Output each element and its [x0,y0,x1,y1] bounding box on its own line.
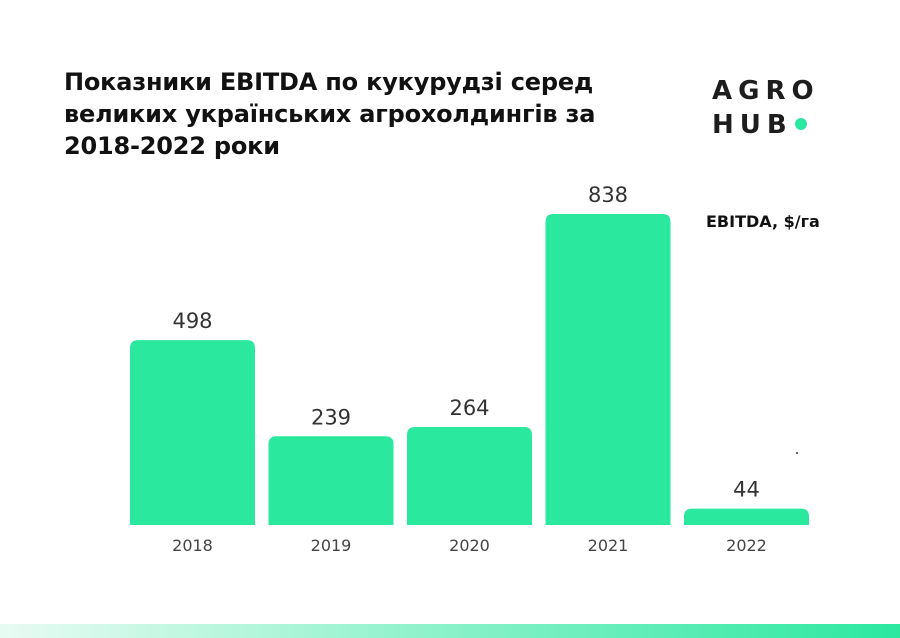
data-label-2019: 239 [311,405,351,429]
logo-dot-icon [794,117,807,130]
bar-2021 [545,214,671,525]
x-tick-2021: 2021 [588,536,629,555]
x-tick-2022: 2022 [726,536,767,555]
bottom-gradient-band [0,624,900,638]
y-axis-unit-label: EBITDA, $/га [706,212,820,231]
chart-title: Показники EBITDA по кукурудзі серед вели… [64,68,596,160]
ebitda-bar-chart: 498 2018 239 2019 264 2020 838 2021 44 2022 [130,183,809,555]
data-label-2021: 838 [588,183,628,207]
data-label-2018: 498 [172,309,212,333]
logo-line-2: HUB [712,108,820,142]
x-tick-2018: 2018 [172,536,213,555]
data-label-2022: 44 [733,478,760,502]
x-tick-2020: 2020 [449,536,490,555]
agrohub-logo: AGRO HUB [712,74,820,142]
x-tick-2019: 2019 [311,536,352,555]
data-label-2020: 264 [449,396,489,420]
bar-2019 [268,436,394,525]
bar-2022 [684,508,809,525]
decorative-dot [796,452,798,454]
logo-line-1: AGRO [712,76,820,106]
logo-line-2-text: HUB [712,110,793,140]
bar-2018 [130,340,255,525]
bar-2020 [407,427,532,525]
